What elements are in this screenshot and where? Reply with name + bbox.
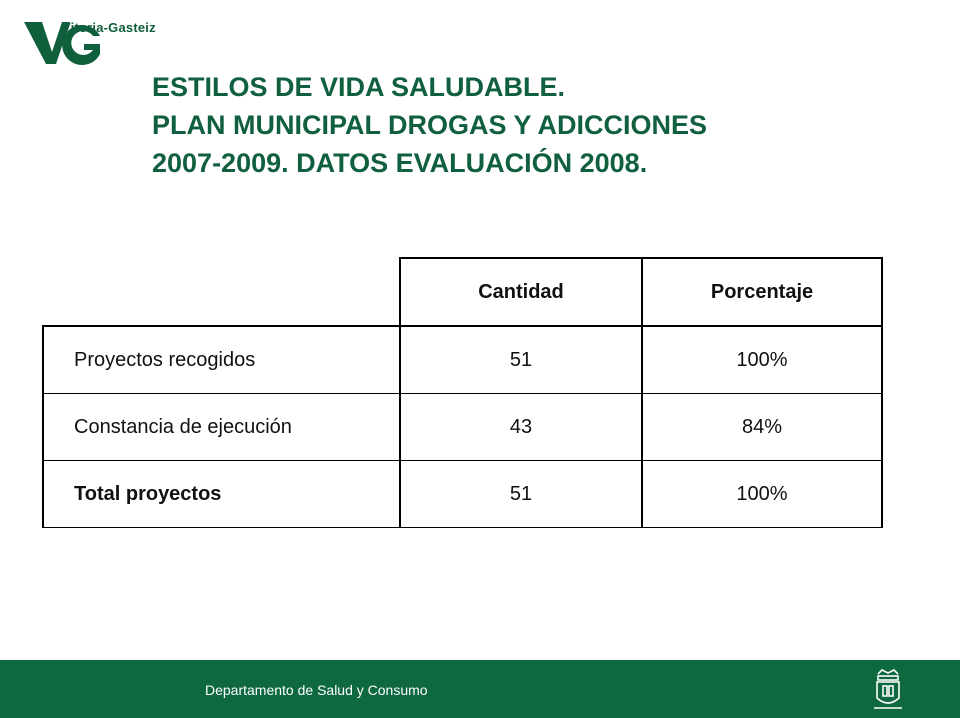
page-title: ESTILOS DE VIDA SALUDABLE. PLAN MUNICIPA… (152, 68, 912, 182)
title-line-2: PLAN MUNICIPAL DROGAS Y ADICCIONES (152, 110, 708, 140)
row-cantidad: 43 (399, 393, 643, 461)
row-porcentaje: 100% (641, 460, 883, 528)
title-line-1: ESTILOS DE VIDA SALUDABLE. (152, 72, 566, 102)
row-cantidad: 51 (399, 460, 643, 528)
logo-text: Vitoria-Gasteiz (62, 20, 156, 35)
data-table: Cantidad Porcentaje Proyectos recogidos … (42, 257, 883, 528)
row-label: Proyectos recogidos (42, 325, 401, 394)
row-porcentaje: 84% (641, 393, 883, 461)
row-porcentaje: 100% (641, 325, 883, 394)
vg-logo-mark-icon (24, 22, 100, 65)
table-row: Proyectos recogidos 51 100% (42, 325, 883, 394)
table-row: Constancia de ejecución 43 84% (42, 393, 883, 461)
footer-bar: Departamento de Salud y Consumo (0, 660, 960, 718)
row-cantidad: 51 (399, 325, 643, 394)
title-line-3: 2007-2009. DATOS EVALUACIÓN 2008. (152, 148, 648, 178)
row-label: Constancia de ejecución (42, 393, 401, 461)
footer-department: Departamento de Salud y Consumo (205, 682, 428, 698)
table-row-total: Total proyectos 51 100% (42, 460, 883, 528)
vitoria-gasteiz-logo: Vitoria-Gasteiz (22, 14, 162, 70)
table-header-porcentaje: Porcentaje (641, 257, 883, 327)
coat-of-arms-icon (874, 669, 902, 709)
table-header-row: Cantidad Porcentaje (43, 257, 883, 327)
table-header-empty-cell (43, 258, 401, 327)
table-header-cantidad: Cantidad (399, 257, 643, 327)
row-label: Total proyectos (42, 460, 401, 528)
